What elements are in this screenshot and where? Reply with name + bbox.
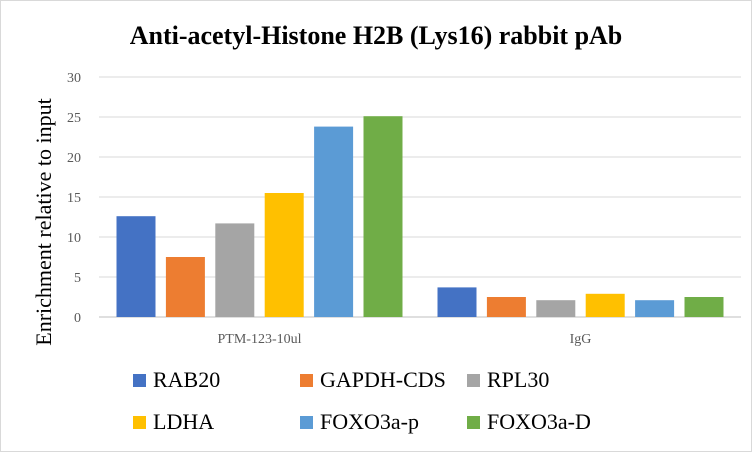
legend-label: FOXO3a-p — [320, 409, 419, 434]
y-tick-label: 0 — [74, 311, 81, 326]
bars — [116, 116, 724, 317]
legend-label: GAPDH-CDS — [320, 367, 446, 392]
bar-foxo3a-d-igg — [684, 297, 724, 317]
bar-ldha-igg — [585, 293, 625, 317]
legend-item-ldha: LDHA — [133, 409, 214, 435]
legend-item-rpl30: RPL30 — [467, 367, 549, 393]
bar-gapdh-cds-igg — [486, 297, 526, 317]
y-tick-label: 25 — [67, 111, 81, 126]
legend-swatch — [300, 415, 313, 429]
y-axis-title: Enrichment relative to input — [31, 98, 56, 345]
bar-rab20-igg — [437, 287, 477, 317]
legend-item-rab20: RAB20 — [133, 367, 220, 393]
legend-item-gapdh-cds: GAPDH-CDS — [300, 367, 446, 393]
legend-swatch — [300, 373, 313, 387]
bar-foxo3a-p-ptm — [314, 126, 354, 317]
bar-rpl30-igg — [536, 300, 576, 317]
legend-swatch — [133, 415, 146, 429]
legend-label: RAB20 — [153, 367, 221, 392]
bar-gapdh-cds-ptm — [165, 257, 205, 317]
chart-title: Anti-acetyl-Histone H2B (Lys16) rabbit p… — [129, 21, 623, 50]
y-tick-label: 30 — [67, 71, 81, 86]
axis-labels: 0 5 10 15 20 25 30 PTM-123-10ul IgG Enrichment re… — [31, 71, 591, 347]
legend-swatch — [133, 373, 146, 387]
legend-item-foxo3a-d: FOXO3a-D — [467, 409, 591, 435]
bar-rpl30-ptm — [215, 223, 255, 317]
bar-ldha-ptm — [264, 193, 304, 317]
bar-rab20-ptm — [116, 216, 156, 317]
x-category-label: PTM-123-10ul — [218, 332, 302, 347]
y-tick-label: 20 — [67, 151, 81, 166]
y-tick-label: 5 — [74, 271, 81, 286]
x-category-label: IgG — [570, 332, 592, 347]
legend-swatch — [467, 373, 480, 387]
y-tick-label: 10 — [67, 231, 81, 246]
gridlines — [99, 76, 741, 318]
legend-label: RPL30 — [487, 367, 550, 392]
legend-label: FOXO3a-D — [487, 409, 591, 434]
legend-item-foxo3a-p: FOXO3a-p — [300, 409, 419, 435]
legend-swatch — [467, 415, 480, 429]
y-tick-label: 15 — [67, 191, 81, 206]
bar-foxo3a-d-ptm — [363, 116, 403, 317]
legend-label: LDHA — [153, 409, 215, 434]
bar-foxo3a-p-igg — [635, 300, 675, 317]
